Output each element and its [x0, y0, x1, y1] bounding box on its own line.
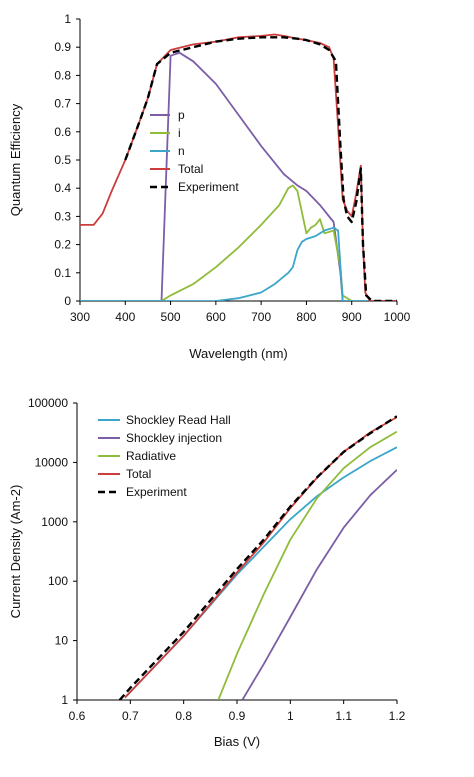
series-line-shockley-injection — [241, 469, 397, 700]
x-tick-label: 1 — [287, 709, 294, 723]
series-line-n — [80, 226, 397, 301]
legend: pin Total Experiment — [150, 108, 239, 194]
x-tick-label: 500 — [161, 310, 181, 324]
x-tick-label: 700 — [251, 310, 271, 324]
x-tick-label: 300 — [70, 310, 90, 324]
x-axis-title: Bias (V) — [214, 734, 260, 749]
legend-label: Radiative — [126, 449, 176, 463]
x-axis-title: Wavelength (nm) — [189, 346, 288, 361]
legend-label: p — [178, 108, 185, 122]
legend-label: i — [178, 126, 181, 140]
y-tick-label: 100000 — [28, 396, 68, 410]
series-line-total — [80, 33, 397, 301]
y-tick-label: 0.2 — [54, 238, 71, 252]
x-tick-label: 900 — [342, 310, 362, 324]
legend-label: Experiment — [178, 180, 239, 194]
x-tick-label: 1.1 — [335, 709, 352, 723]
series-line-experiment — [124, 36, 397, 301]
x-tick-label: 0.6 — [69, 709, 86, 723]
x-tick-label: 0.7 — [122, 709, 139, 723]
y-tick-label: 1000 — [41, 515, 68, 529]
x-tick-label: 1000 — [384, 310, 411, 324]
series-line-i — [80, 184, 397, 301]
y-tick-label: 10 — [55, 634, 69, 648]
legend-label: Shockley injection — [126, 431, 222, 445]
x-tick-label: 1.2 — [389, 709, 406, 723]
y-tick-label: 100 — [48, 574, 68, 588]
y-tick-label: 0.4 — [54, 181, 71, 195]
y-tick-label: 0.7 — [54, 97, 71, 111]
legend-label: Total — [126, 467, 151, 481]
y-tick-label: 0.9 — [54, 40, 71, 54]
chart-2: 0.6 0.7 0.8 0.9 1 1.1 1.2 1 10 100 1000 10000 100000… — [8, 396, 406, 749]
x-tick-label: 400 — [115, 310, 135, 324]
y-tick-label: 10000 — [35, 455, 69, 469]
y-axis-title: Quantum Efficiency — [8, 103, 23, 216]
legend: Shockley Read Hall Shockley injection Radi… — [98, 413, 231, 499]
legend-label: n — [178, 144, 185, 158]
y-tick-label: 0.8 — [54, 68, 71, 82]
legend-label: Shockley Read Hall — [126, 413, 231, 427]
y-tick-label: 0.3 — [54, 209, 71, 223]
series-line-experiment — [118, 415, 397, 700]
x-tick-label: 800 — [296, 310, 316, 324]
legend-label: Experiment — [126, 485, 187, 499]
y-axis-title: Current Density (Am-2) — [8, 485, 23, 619]
series-line-radiative — [217, 430, 397, 700]
x-tick-label: 0.8 — [175, 709, 192, 723]
y-tick-label: 1 — [64, 12, 71, 26]
legend-label: Total — [178, 162, 203, 176]
chart-1: 300 400 500 600 700 800 900 1000 0 0.1 0.2 0.3 0.4 0.… — [8, 12, 411, 361]
y-tick-label: 0 — [64, 294, 71, 308]
x-tick-label: 600 — [206, 310, 226, 324]
y-tick-label: 1 — [61, 693, 68, 707]
y-tick-label: 0.1 — [54, 266, 71, 280]
y-tick-label: 0.5 — [54, 153, 71, 167]
x-tick-label: 0.9 — [229, 709, 246, 723]
series-line-p — [80, 51, 397, 301]
y-tick-label: 0.6 — [54, 125, 71, 139]
